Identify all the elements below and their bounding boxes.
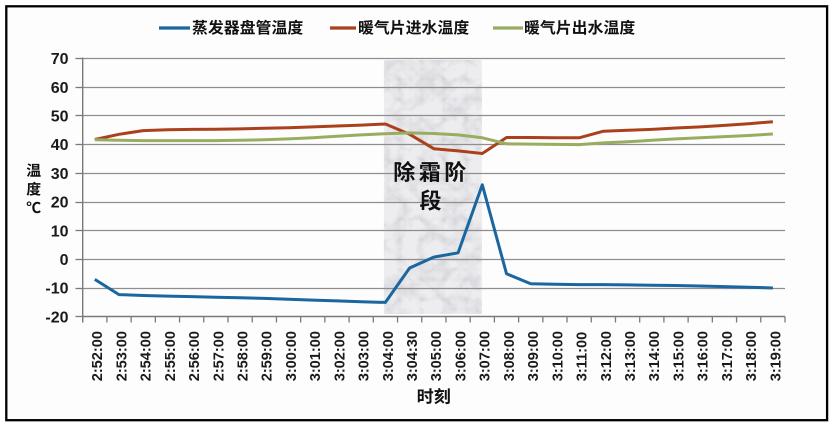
svg-text:2:56:00: 2:56:00 [187,331,203,381]
svg-text:3:06:00: 3:06:00 [454,331,470,381]
svg-text:70: 70 [51,51,69,68]
svg-text:3:04:30: 3:04:30 [405,331,421,381]
svg-text:3:02:00: 3:02:00 [332,331,348,381]
svg-text:2:58:00: 2:58:00 [236,331,252,381]
svg-text:3:17:00: 3:17:00 [720,331,736,381]
svg-text:2:53:00: 2:53:00 [114,331,130,381]
svg-text:3:16:00: 3:16:00 [696,331,712,381]
svg-text:3:07:00: 3:07:00 [478,331,494,381]
svg-text:3:11:00: 3:11:00 [575,332,591,382]
svg-text:2:54:00: 2:54:00 [139,331,155,381]
svg-text:2:55:00: 2:55:00 [163,331,179,381]
svg-text:3:00:00: 3:00:00 [284,331,300,381]
svg-text:3:14:00: 3:14:00 [647,331,663,381]
svg-text:3:01:00: 3:01:00 [308,331,324,381]
svg-text:3:13:00: 3:13:00 [623,331,639,381]
svg-text:3:08:00: 3:08:00 [502,331,518,381]
svg-text:0: 0 [60,252,69,269]
svg-text:20: 20 [51,195,69,212]
svg-text:30: 30 [51,166,69,183]
svg-text:50: 50 [51,109,69,126]
svg-text:2:57:00: 2:57:00 [211,331,227,381]
svg-text:40: 40 [51,137,69,154]
svg-text:2:59:00: 2:59:00 [260,331,276,381]
svg-text:3:03:00: 3:03:00 [357,331,373,381]
svg-text:3:19:00: 3:19:00 [768,331,784,381]
svg-text:-10: -10 [45,281,68,298]
svg-text:60: 60 [51,80,69,97]
svg-text:-20: -20 [45,309,68,326]
svg-text:3:04:00: 3:04:00 [381,331,397,381]
svg-text:2:52:00: 2:52:00 [90,331,106,381]
svg-text:3:12:00: 3:12:00 [599,331,615,381]
svg-text:10: 10 [51,223,69,240]
svg-text:3:05:00: 3:05:00 [429,331,445,381]
svg-text:3:10:00: 3:10:00 [550,331,566,381]
svg-text:3:09:00: 3:09:00 [526,331,542,381]
svg-text:3:15:00: 3:15:00 [671,331,687,381]
svg-text:3:18:00: 3:18:00 [744,331,760,381]
